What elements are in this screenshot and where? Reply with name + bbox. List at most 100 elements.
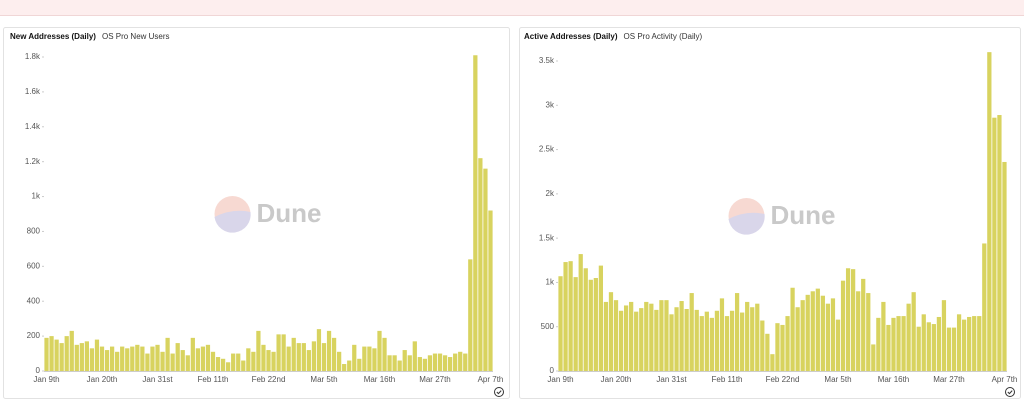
bar [992, 117, 997, 371]
chart-subtitle: OS Pro Activity (Daily) [624, 32, 703, 41]
watermark: Dune [257, 198, 322, 228]
bar [856, 291, 861, 371]
bar [185, 355, 190, 371]
bar [785, 316, 790, 371]
bar [669, 314, 674, 371]
check-icon[interactable] [1005, 387, 1015, 397]
bar [412, 341, 417, 371]
bar [104, 350, 110, 371]
bar [215, 357, 221, 371]
bar [1002, 161, 1007, 371]
x-tick-label: Jan 20th [601, 375, 632, 384]
bar [231, 353, 236, 371]
bar [770, 354, 775, 371]
x-tick-label: Jan 20th [87, 375, 118, 384]
bar [99, 346, 105, 371]
bar [598, 265, 604, 371]
bar [301, 343, 306, 371]
bar [377, 330, 382, 371]
bar [734, 293, 740, 371]
bar [69, 330, 74, 371]
bar [775, 323, 780, 371]
x-tick-label: Apr 7th [992, 375, 1018, 384]
bar [608, 292, 614, 371]
bar [442, 355, 448, 371]
bar [724, 316, 730, 371]
bar [94, 339, 100, 371]
bar [729, 310, 735, 371]
bar [432, 353, 438, 371]
bar [588, 279, 593, 371]
y-tick-label: 1.6k [25, 87, 41, 96]
bar [568, 261, 573, 371]
bar [120, 346, 125, 371]
bar [362, 346, 367, 371]
bar [352, 344, 357, 371]
bar [387, 355, 392, 371]
bar [805, 294, 810, 371]
bar [654, 309, 659, 371]
watermark: Dune [771, 200, 836, 230]
bar [74, 344, 79, 371]
watermark-logo [728, 212, 765, 235]
chart-title: New Addresses (Daily) [10, 32, 96, 41]
bar [845, 268, 851, 371]
bar [997, 115, 1002, 372]
y-tick-label: 200 [27, 331, 41, 340]
bar [618, 310, 624, 371]
bar [916, 326, 921, 371]
bar [427, 355, 433, 371]
check-icon[interactable] [494, 387, 504, 397]
x-tick-label: Feb 11th [712, 375, 743, 384]
bar [583, 268, 588, 371]
bar [830, 298, 836, 371]
bar [226, 362, 231, 371]
bar [140, 346, 145, 371]
bar [473, 55, 478, 371]
x-tick-label: Jan 9th [547, 375, 573, 384]
bar [44, 337, 49, 371]
bar [931, 324, 936, 371]
bar [623, 305, 629, 371]
bar [468, 259, 473, 371]
bar [951, 327, 957, 371]
bar [256, 330, 261, 371]
bar [694, 309, 699, 371]
bar [382, 337, 387, 371]
bar [251, 351, 256, 371]
bar [326, 330, 332, 371]
bar [866, 293, 871, 371]
bar [881, 301, 886, 371]
bar [64, 336, 69, 371]
bar [644, 301, 649, 371]
bar [483, 168, 488, 371]
bar [220, 358, 226, 371]
bar [478, 158, 483, 371]
bar [815, 288, 820, 371]
bar [977, 316, 982, 371]
x-tick-label: Jan 9th [33, 375, 59, 384]
bar [422, 358, 428, 371]
bar [246, 348, 251, 371]
bar [407, 355, 412, 371]
bar [760, 320, 765, 371]
bar [261, 344, 266, 371]
bar [321, 343, 327, 371]
bar [488, 210, 493, 371]
chart-title: Active Addresses (Daily) [524, 32, 618, 41]
panel [3, 27, 510, 399]
x-tick-label: Apr 7th [478, 375, 504, 384]
bar [205, 344, 211, 371]
bar [755, 303, 760, 371]
bar [629, 301, 634, 371]
y-tick-label: 600 [27, 261, 41, 270]
y-tick-label: 0 [36, 366, 41, 375]
bar [578, 254, 583, 371]
x-tick-label: Mar 27th [933, 375, 965, 384]
bar [296, 343, 301, 371]
bar [160, 351, 165, 371]
x-tick-label: Jan 31st [656, 375, 687, 384]
bar [306, 350, 311, 371]
bar [684, 309, 689, 371]
